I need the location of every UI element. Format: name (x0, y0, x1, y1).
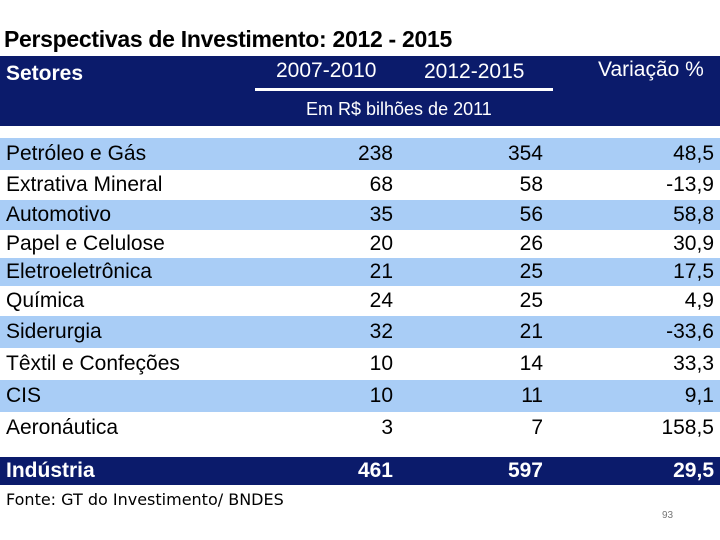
sectors-column-header: Setores (6, 62, 84, 85)
period1-value: 21 (369, 260, 393, 283)
header-divider (255, 88, 553, 91)
total-period1: 461 (357, 459, 393, 482)
sector-name: Papel e Celulose (6, 232, 165, 255)
period2-value: 354 (507, 142, 543, 165)
sector-name: Extrativa Mineral (6, 173, 163, 196)
table-row: CIS 10 11 9,1 (0, 380, 720, 412)
period2-value: 14 (519, 352, 543, 375)
variation-value: -33,6 (666, 320, 714, 343)
variation-value: 17,5 (673, 260, 714, 283)
period1-value: 238 (357, 142, 393, 165)
table-row: Extrativa Mineral 68 58 -13,9 (0, 170, 720, 200)
period1-value: 3 (381, 416, 393, 439)
total-name: Indústria (6, 459, 95, 482)
page-title: Perspectivas de Investimento: 2012 - 201… (4, 26, 452, 52)
sector-name: Automotivo (6, 203, 112, 226)
sector-name: Aeronáutica (6, 416, 119, 439)
variation-value: -13,9 (666, 173, 714, 196)
period2-value: 56 (519, 203, 543, 226)
period1-value: 10 (369, 352, 393, 375)
period1-value: 68 (369, 173, 393, 196)
period2-value: 58 (519, 173, 543, 196)
period2-column-header: 2012-2015 (424, 60, 525, 83)
period2-value: 25 (519, 289, 543, 312)
variation-value: 30,9 (673, 232, 714, 255)
table-header: Setores 2007-2010 2012-2015 Variação % E… (0, 56, 720, 126)
sector-name: Eletroeletrônica (6, 260, 152, 283)
period2-value: 21 (519, 320, 543, 343)
table-row: Têxtil e Confeções 10 14 33,3 (0, 348, 720, 380)
period2-value: 7 (531, 416, 543, 439)
total-period2: 597 (507, 459, 543, 482)
period2-value: 25 (519, 260, 543, 283)
period1-value: 24 (369, 289, 393, 312)
period1-column-header: 2007-2010 (276, 59, 377, 82)
variation-column-header: Variação % (598, 58, 704, 81)
sector-name: Química (6, 289, 85, 312)
table-row: Siderurgia 32 21 -33,6 (0, 316, 720, 348)
period2-value: 26 (519, 232, 543, 255)
period2-value: 11 (521, 384, 543, 407)
sector-name: Siderurgia (6, 320, 102, 343)
period1-value: 35 (369, 203, 393, 226)
period1-value: 32 (369, 320, 393, 343)
variation-value: 33,3 (673, 352, 714, 375)
total-variation: 29,5 (673, 459, 714, 482)
sector-name: CIS (6, 384, 42, 407)
variation-value: 58,8 (673, 203, 714, 226)
table-body: Petróleo e Gás 238 354 48,5 Extrativa Minera… (0, 138, 720, 444)
unit-label: Em R$ bilhões de 2011 (306, 99, 492, 119)
period1-value: 20 (369, 232, 393, 255)
period1-value: 10 (369, 384, 393, 407)
table-row: Química 24 25 4,9 (0, 286, 720, 316)
variation-value: 9,1 (684, 384, 714, 407)
page-number: 93 (662, 510, 674, 521)
variation-value: 4,9 (684, 289, 714, 312)
table-row: Eletroeletrônica 21 25 17,5 (0, 258, 720, 286)
source-note: Fonte: GT do Investimento/ BNDES (6, 490, 284, 509)
table-row: Papel e Celulose 20 26 30,9 (0, 230, 720, 258)
variation-value: 158,5 (661, 416, 714, 439)
table-row: Aeronáutica 3 7 158,5 (0, 412, 720, 444)
table-row: Petróleo e Gás 238 354 48,5 (0, 138, 720, 170)
sector-name: Têxtil e Confeções (6, 352, 180, 375)
variation-value: 48,5 (673, 142, 714, 165)
table-row: Automotivo 35 56 58,8 (0, 200, 720, 230)
total-row: Indústria 461 597 29,5 (0, 457, 720, 485)
sector-name: Petróleo e Gás (6, 142, 147, 165)
